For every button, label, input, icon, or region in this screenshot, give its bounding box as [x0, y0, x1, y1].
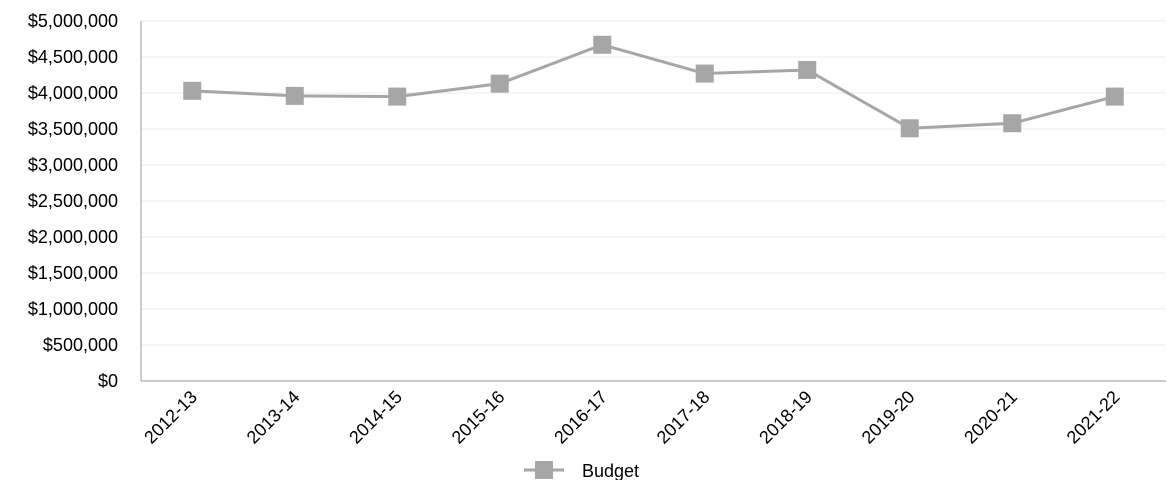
data-point-marker — [1003, 114, 1022, 133]
y-tick-label: $5,000,000 — [28, 11, 118, 31]
y-tick-label: $1,000,000 — [28, 299, 118, 319]
data-point-marker — [388, 87, 407, 106]
series-layer — [183, 35, 1124, 138]
y-tick-label: $1,500,000 — [28, 263, 118, 283]
y-tick-label: $4,000,000 — [28, 83, 118, 103]
data-point-marker — [1105, 87, 1124, 106]
x-tick-label: 2020-21 — [960, 387, 1021, 448]
x-tick-label: 2013-14 — [243, 387, 304, 448]
data-point-marker — [695, 64, 714, 83]
data-point-marker — [593, 35, 612, 54]
y-tick-label: $3,000,000 — [28, 155, 118, 175]
y-tick-label: $500,000 — [43, 335, 118, 355]
y-tick-label: $0 — [98, 371, 118, 391]
x-axis: 2012-13 2013-14 2014-15 2015-16 2016-17 2017-… — [140, 380, 1166, 448]
y-axis: $0 $500,000 $1,000,000 $1,500,000 $2,000,000… — [28, 11, 142, 391]
y-tick-label: $2,500,000 — [28, 191, 118, 211]
legend-label: Budget — [582, 461, 639, 480]
y-tick-label: $4,500,000 — [28, 47, 118, 67]
legend-square-marker-icon — [535, 461, 553, 479]
data-point-marker — [490, 74, 509, 93]
data-point-marker — [798, 60, 817, 79]
x-tick-label: 2017-18 — [653, 387, 714, 448]
x-tick-label: 2016-17 — [550, 387, 611, 448]
x-tick-label: 2012-13 — [140, 387, 201, 448]
series-line — [192, 43, 1116, 130]
x-tick-label: 2015-16 — [448, 387, 509, 448]
x-tick-label: 2018-19 — [755, 387, 816, 448]
legend: Budget — [524, 461, 639, 480]
x-tick-label: 2019-20 — [858, 387, 919, 448]
y-tick-label: $2,000,000 — [28, 227, 118, 247]
data-point-marker — [183, 81, 202, 100]
data-point-marker — [900, 119, 919, 138]
gridlines — [141, 20, 1166, 346]
x-tick-label: 2021-22 — [1063, 387, 1124, 448]
y-tick-label: $3,500,000 — [28, 119, 118, 139]
data-point-marker — [285, 86, 304, 105]
x-tick-label: 2014-15 — [345, 387, 406, 448]
